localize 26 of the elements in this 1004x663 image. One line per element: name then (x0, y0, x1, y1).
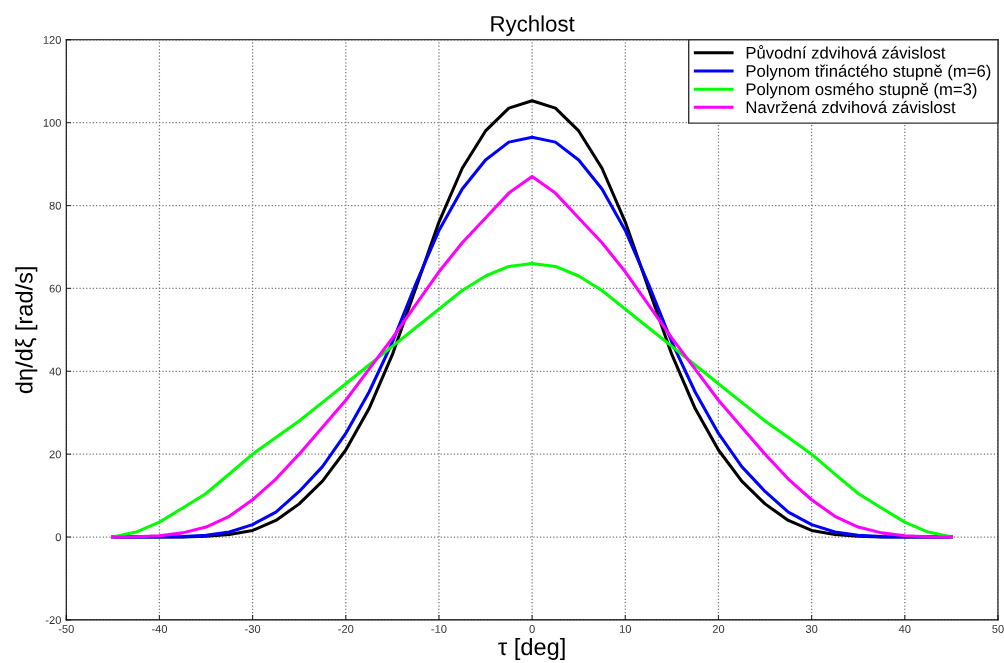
legend-label: Polynom třináctého stupně (m=6) (746, 64, 991, 81)
y-tick-label: 100 (43, 118, 61, 127)
x-tick-label: -20 (338, 625, 354, 633)
y-tick-label: 0 (55, 533, 61, 542)
x-tick-label: 0 (529, 625, 535, 633)
y-axis-title: dη/dξ [rad/s] (15, 267, 38, 394)
y-tick-label: 60 (49, 284, 61, 293)
y-tick-label: 120 (43, 36, 61, 44)
x-tick-label: -50 (58, 625, 74, 633)
x-tick-label: 40 (898, 625, 911, 633)
x-tick-label: -30 (245, 625, 261, 633)
legend-label: Polynom osmého stupně (m=3) (746, 82, 977, 99)
legend-label: Navržená zdvihová závislost (746, 100, 956, 114)
x-tick-label: 30 (805, 625, 818, 633)
chart-title: Rychlost (491, 15, 575, 37)
y-tick-label: -20 (45, 616, 61, 625)
x-tick-label: 10 (619, 625, 632, 633)
x-tick-label: -10 (431, 625, 447, 633)
y-tick-label: 20 (49, 450, 61, 459)
x-axis-title: τ [deg] (498, 637, 565, 660)
y-tick-label: 80 (49, 201, 61, 210)
x-tick-label: 20 (712, 625, 725, 633)
y-tick-label: 40 (49, 367, 61, 376)
x-tick-label: -40 (151, 625, 168, 633)
x-tick-label: 50 (992, 625, 1004, 633)
legend-label: Původní zdvihová závislost (746, 45, 946, 59)
